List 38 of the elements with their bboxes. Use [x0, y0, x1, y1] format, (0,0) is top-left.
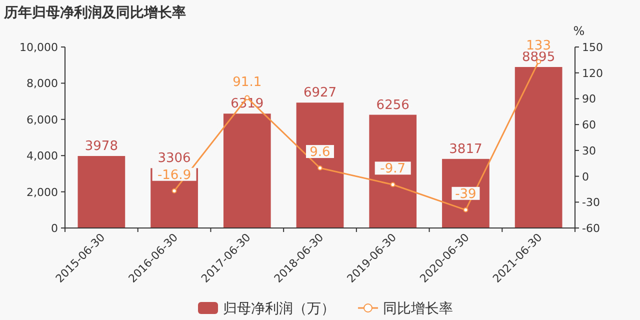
data-label: -39 [455, 186, 476, 202]
bar [296, 102, 344, 228]
y-tick-label: 10,000 [20, 41, 58, 54]
y2-tick-label: -60 [582, 222, 600, 235]
data-label: 3306 [158, 151, 191, 166]
data-label: -9.7 [380, 162, 406, 177]
point [172, 188, 177, 194]
data-label: 3817 [449, 142, 482, 157]
y-tick-label: 0 [51, 222, 58, 235]
y2-tick-label: 30 [582, 144, 596, 158]
y2-tick-label: 60 [582, 118, 596, 132]
y-tick-label: 6,000 [26, 113, 58, 126]
bar [223, 114, 271, 228]
data-label: 3978 [84, 139, 118, 154]
data-label: 6927 [303, 86, 337, 101]
bar [369, 114, 417, 228]
data-label: -16.9 [157, 168, 192, 183]
chart-title: 历年归母净利润及同比增长率 [3, 4, 186, 21]
point [390, 182, 396, 188]
y2-tick-label: 120 [582, 66, 603, 80]
y-tick-label: 2,000 [26, 186, 58, 199]
legend-label: 归母净利润（万） [223, 301, 335, 317]
y2-tick-label: 90 [582, 92, 596, 106]
point [463, 207, 468, 212]
data-label: 6256 [376, 98, 410, 113]
y2-axis-title: % [573, 24, 585, 38]
y-tick-label: 4,000 [26, 150, 58, 163]
bar [78, 156, 126, 228]
y2-tick-label: 0 [582, 170, 589, 184]
data-label: 9.6 [310, 145, 330, 160]
point [318, 166, 322, 171]
y-tick-label: 8,000 [26, 77, 58, 90]
data-label: 8895 [522, 50, 556, 65]
y2-tick-label: 150 [582, 41, 603, 54]
bar [514, 67, 562, 228]
y2-tick-label: -30 [582, 196, 600, 210]
data-label: 91.1 [232, 74, 262, 90]
legend-label: 同比增长率 [383, 301, 453, 317]
